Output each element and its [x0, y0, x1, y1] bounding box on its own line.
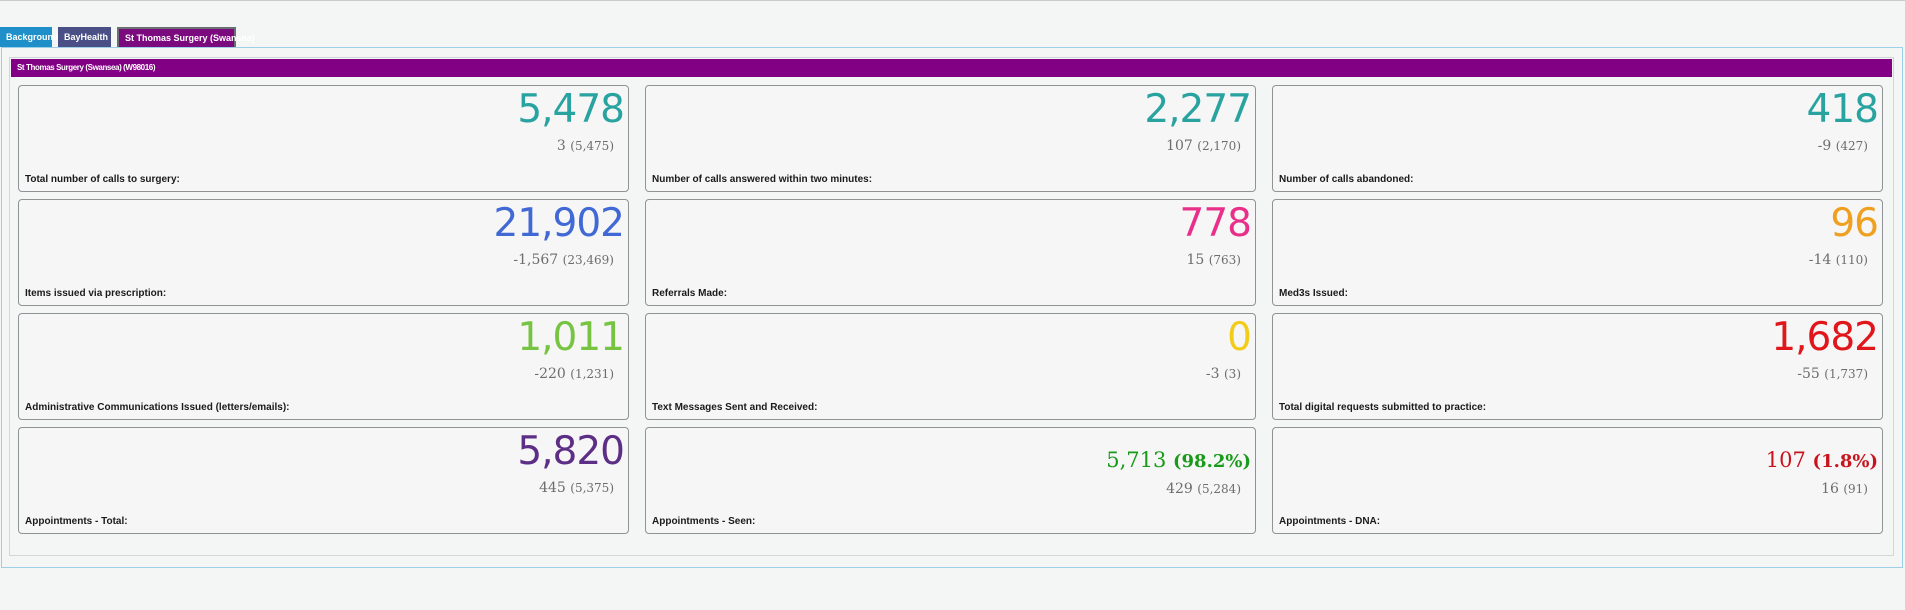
metric-previous: (763) — [1208, 253, 1241, 267]
metric-value: 1,682 — [1771, 315, 1879, 360]
metric-comparison: 107 (2,170) — [1166, 138, 1241, 154]
metric-comparison: -3 (3) — [1206, 366, 1241, 382]
metric-label: Appointments - Total: — [25, 516, 128, 527]
metric-card-calls-answered: 2,277 107 (2,170) Number of calls answer… — [645, 85, 1256, 192]
metric-change: -55 — [1797, 366, 1820, 382]
metric-card-referrals: 778 15 (763) Referrals Made: — [645, 199, 1256, 306]
top-border — [0, 0, 1905, 1]
tab-st-thomas-surgery[interactable]: St Thomas Surgery (Swansea) — [117, 27, 255, 47]
metric-comparison: 429 (5,284) — [1166, 481, 1241, 497]
metric-card-prescription-items: 21,902 -1,567 (23,469) Items issued via … — [18, 199, 629, 306]
tab-bar: Background BayHealth St Thomas Surgery (… — [0, 27, 255, 47]
tab-background[interactable]: Background — [0, 27, 59, 47]
metric-comparison: -14 (110) — [1809, 252, 1868, 268]
metric-label: Referrals Made: — [652, 288, 728, 299]
metric-label: Number of calls answered within two minu… — [652, 174, 873, 185]
metric-comparison: -9 (427) — [1818, 138, 1868, 154]
metric-label: Total digital requests submitted to prac… — [1279, 402, 1487, 413]
metric-comparison: -220 (1,231) — [534, 366, 614, 382]
metric-comparison: 3 (5,475) — [557, 138, 614, 154]
metric-value: 5,478 — [517, 87, 625, 132]
metric-label: Number of calls abandoned: — [1279, 174, 1414, 185]
metric-change: 445 — [539, 480, 566, 496]
metric-comparison: 15 (763) — [1186, 252, 1241, 268]
metric-value: 778 — [1179, 201, 1252, 246]
metric-previous: (1,231) — [570, 367, 614, 381]
metric-previous: (91) — [1843, 482, 1868, 496]
metric-change: -220 — [534, 366, 566, 382]
metric-value-with-percent: 5,713 (98.2%) — [1106, 448, 1251, 474]
metric-change: 16 — [1821, 481, 1839, 497]
metric-label: Appointments - DNA: — [1279, 516, 1381, 527]
metric-label: Text Messages Sent and Received: — [652, 402, 818, 413]
metric-previous: (5,375) — [570, 481, 614, 495]
metric-card-total-calls: 5,478 3 (5,475) Total number of calls to… — [18, 85, 629, 192]
metric-label: Total number of calls to surgery: — [25, 174, 180, 185]
metric-comparison: -1,567 (23,469) — [513, 252, 614, 268]
metric-comparison: -55 (1,737) — [1797, 366, 1868, 382]
metric-previous: (23,469) — [562, 253, 614, 267]
metric-card-appointments-seen: 5,713 (98.2%) 429 (5,284) Appointments -… — [645, 427, 1256, 534]
metric-change: 429 — [1166, 481, 1193, 497]
metric-label: Appointments - Seen: — [652, 516, 756, 527]
metric-label: Administrative Communications Issued (le… — [25, 402, 290, 413]
metric-change: 107 — [1166, 138, 1193, 154]
metric-previous: (1,737) — [1824, 367, 1868, 381]
metric-card-appointments-dna: 107 (1.8%) 16 (91) Appointments - DNA: — [1272, 427, 1883, 534]
metric-value: 5,820 — [517, 429, 625, 474]
metric-label: Med3s Issued: — [1279, 288, 1348, 299]
metric-value-with-percent: 107 (1.8%) — [1766, 448, 1878, 474]
metric-change: -3 — [1205, 366, 1220, 382]
metric-change: -14 — [1808, 252, 1832, 268]
metric-percent: (1.8%) — [1812, 451, 1878, 472]
metric-previous: (5,475) — [570, 139, 614, 153]
metric-value: 1,011 — [517, 315, 625, 360]
metric-value: 2,277 — [1144, 87, 1252, 132]
metric-value: 418 — [1806, 87, 1879, 132]
metric-percent: (98.2%) — [1173, 451, 1251, 472]
metrics-grid: 5,478 3 (5,475) Total number of calls to… — [18, 85, 1883, 534]
metric-card-digital-requests: 1,682 -55 (1,737) Total digital requests… — [1272, 313, 1883, 420]
metric-card-med3s: 96 -14 (110) Med3s Issued: — [1272, 199, 1883, 306]
metric-change: -1,567 — [513, 252, 559, 268]
metric-previous: (427) — [1835, 139, 1868, 153]
tab-bayhealth[interactable]: BayHealth — [58, 27, 111, 47]
metric-value: 5,713 — [1106, 448, 1167, 472]
metric-previous: (2,170) — [1197, 139, 1241, 153]
metric-value: 0 — [1227, 315, 1252, 360]
metric-previous: (5,284) — [1197, 482, 1241, 496]
metric-change: 15 — [1186, 252, 1205, 268]
metric-value: 107 — [1765, 448, 1806, 472]
metric-change: -9 — [1817, 138, 1832, 154]
metric-card-admin-communications: 1,011 -220 (1,231) Administrative Commun… — [18, 313, 629, 420]
metric-card-appointments-total: 5,820 445 (5,375) Appointments - Total: — [18, 427, 629, 534]
page-footer-space — [0, 568, 1905, 610]
tab-panel: St Thomas Surgery (Swansea) (W98016) 5,4… — [1, 47, 1903, 568]
metric-card-text-messages: 0 -3 (3) Text Messages Sent and Received… — [645, 313, 1256, 420]
metric-card-calls-abandoned: 418 -9 (427) Number of calls abandoned: — [1272, 85, 1883, 192]
metric-value: 96 — [1830, 201, 1879, 246]
practice-header: St Thomas Surgery (Swansea) (W98016) — [11, 59, 1892, 77]
metric-previous: (110) — [1835, 253, 1868, 267]
metric-value: 21,902 — [493, 201, 625, 246]
metric-label: Items issued via prescription: — [25, 288, 167, 299]
metric-comparison: 16 (91) — [1821, 481, 1868, 497]
metric-previous: (3) — [1224, 367, 1241, 381]
metric-comparison: 445 (5,375) — [539, 480, 614, 496]
metric-change: 3 — [556, 138, 566, 154]
practice-section: St Thomas Surgery (Swansea) (W98016) 5,4… — [9, 57, 1894, 556]
